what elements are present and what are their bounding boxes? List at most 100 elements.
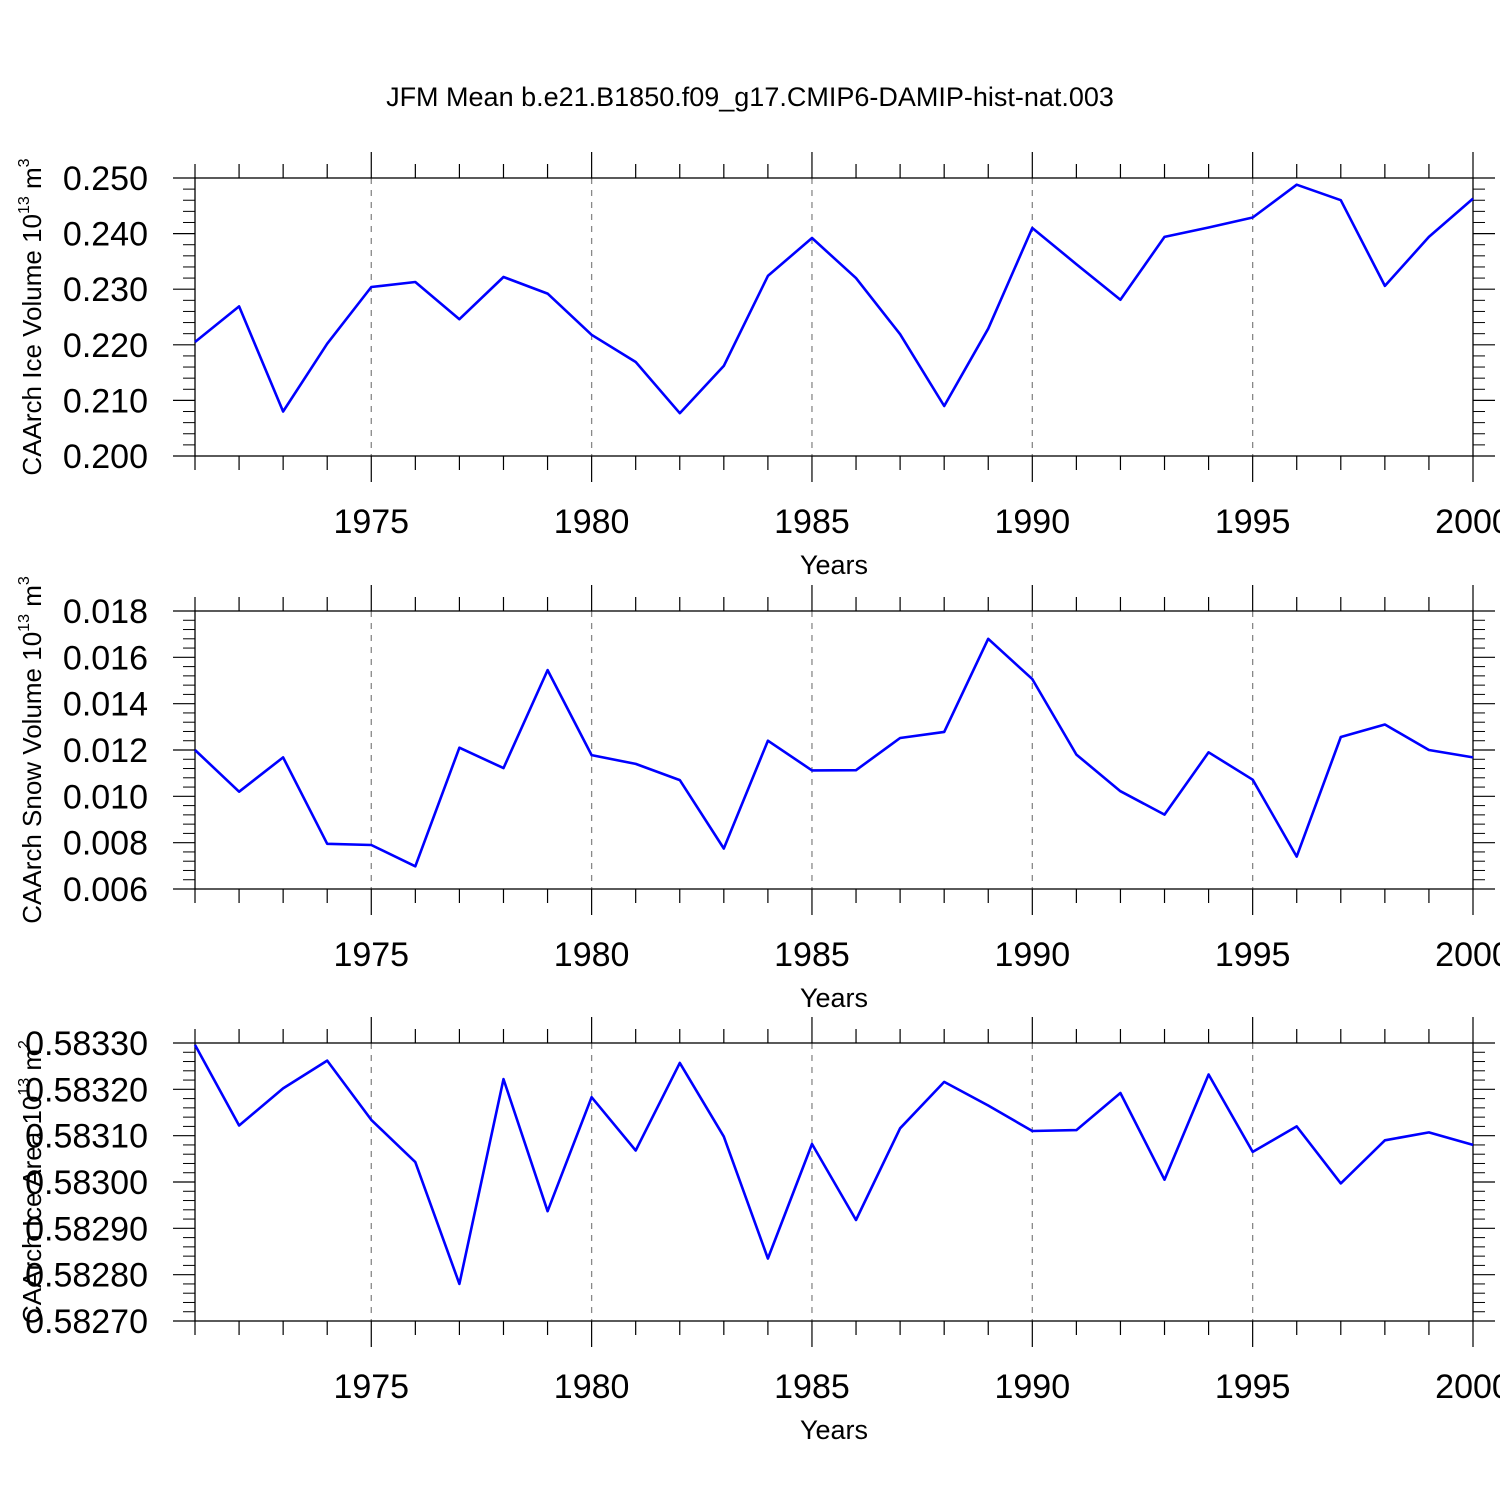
data-point [193,340,197,344]
y-tick-label: 0.230 [63,271,148,309]
data-point [1427,1130,1431,1134]
y-tick-label: 0.58290 [25,1210,148,1248]
data-point [1118,789,1122,793]
data-point [590,753,594,757]
data-point [369,1118,373,1122]
data-point [722,364,726,368]
data-point [766,274,770,278]
data-point [1251,1150,1255,1154]
data-point [325,342,329,346]
data-point [457,746,461,750]
x-axis-label: Years [800,1415,868,1445]
y-tick-label: 0.016 [63,639,148,677]
data-point [1295,1124,1299,1128]
data-point [237,1123,241,1127]
x-tick-label: 1980 [554,503,630,541]
data-point [634,1148,638,1152]
x-tick-label: 1990 [994,503,1070,541]
data-point [237,304,241,308]
data-point [1471,755,1475,759]
data-point [457,1282,461,1286]
y-tick-label: 0.58310 [25,1118,148,1156]
data-point [193,748,197,752]
data-point [810,768,814,772]
data-point [281,1086,285,1090]
x-tick-label: 1990 [994,936,1070,974]
data-point [281,410,285,414]
data-point [810,236,814,240]
y-tick-label: 0.006 [63,871,148,909]
data-point [898,332,902,336]
data-point [369,843,373,847]
data-point [766,1256,770,1260]
data-point [1339,735,1343,739]
data-point [1427,748,1431,752]
y-tick-label: 0.250 [63,160,148,198]
data-point [1163,1178,1167,1182]
data-point [986,1104,990,1108]
x-axis-label: Years [800,550,868,580]
data-point [1030,677,1034,681]
x-tick-label: 1975 [333,936,409,974]
data-point [766,739,770,743]
data-point [1074,262,1078,266]
data-point [1030,1129,1034,1133]
y-tick-label: 0.58280 [25,1257,148,1295]
data-point [501,766,505,770]
data-point [678,778,682,782]
data-point [193,1043,197,1047]
data-point [413,864,417,868]
series-line [194,637,1474,868]
x-tick-label: 1980 [554,936,630,974]
chart-title: JFM Mean b.e21.B1850.f09_g17.CMIP6-DAMIP… [386,82,1114,112]
data-point [1207,1073,1211,1077]
x-axis-label: Years [800,983,868,1013]
series-line [193,1044,1474,1286]
data-point [1471,1143,1475,1147]
data-point [546,292,550,296]
y-tick-label: 0.220 [63,327,148,365]
data-point [854,1218,858,1222]
data-point [546,1209,550,1213]
data-point [1251,778,1255,782]
data-point [942,404,946,408]
data-point [986,637,990,641]
data-point [634,762,638,766]
data-point [898,736,902,740]
data-point [1207,750,1211,754]
data-point [590,1095,594,1099]
data-point [1339,1181,1343,1185]
series-line [194,183,1474,415]
data-point [942,1080,946,1084]
data-point [722,1135,726,1139]
data-point [854,768,858,772]
data-point [1163,235,1167,239]
data-point [413,1160,417,1164]
y-tick-label: 0.010 [63,778,148,816]
data-point [1074,753,1078,757]
x-tick-label: 1995 [1215,936,1291,974]
data-point [1118,298,1122,302]
x-tick-label: 1975 [333,503,409,541]
x-tick-label: 1990 [994,1368,1070,1406]
y-tick-label: 0.58330 [25,1025,148,1063]
data-point [1339,198,1343,202]
y-tick-label: 0.58320 [25,1071,148,1109]
data-point [1207,225,1211,229]
y-axis-label: CAArch Ice Volume 1013 m3 [16,158,47,475]
y-tick-label: 0.008 [63,825,148,863]
data-point [546,668,550,672]
y-tick-label: 0.210 [63,382,148,420]
data-point [1471,197,1475,201]
x-tick-label: 1985 [774,1368,850,1406]
x-tick-label: 1985 [774,503,850,541]
y-axis-label: CAArch Ice Area 1013 m2 [16,1040,47,1324]
data-point [898,1126,902,1130]
data-point [325,1059,329,1063]
y-tick-label: 0.018 [63,593,148,631]
x-tick-label: 1985 [774,936,850,974]
